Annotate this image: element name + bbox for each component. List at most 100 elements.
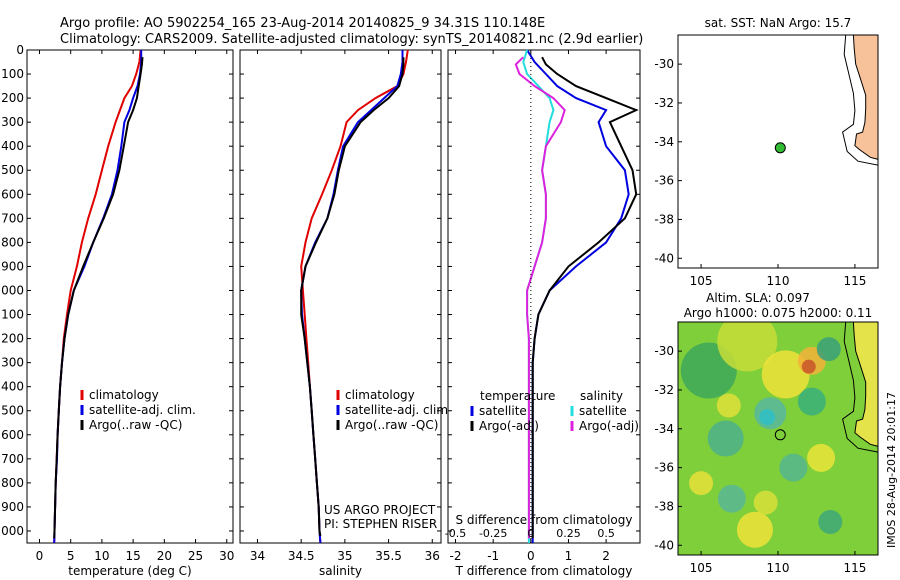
temperature-xtick-label: 0	[36, 549, 44, 563]
temperature-xtick-label: 10	[94, 549, 109, 563]
depth-tick-label: 900	[1, 259, 24, 273]
sla-field-blob	[707, 420, 744, 457]
temperature-frame	[26, 49, 234, 544]
salinity-xtick-label: 35	[337, 549, 352, 563]
difference-series-line	[531, 56, 639, 539]
difference-xtick-label: -1	[487, 549, 499, 563]
temperature-xtick-label: 5	[67, 549, 75, 563]
temperature-legend-label: Argo(..raw -QC)	[89, 418, 182, 432]
difference-legend-label: Argo(-adj)	[579, 419, 639, 433]
temperature-xtick-label: 20	[157, 549, 172, 563]
sla-map-content	[678, 322, 878, 555]
salinity-xlabel: salinity	[319, 564, 362, 578]
difference-legend-label: satellite	[479, 404, 527, 418]
depth-tick-label: 1900	[0, 500, 24, 514]
sla-field-blob	[753, 490, 778, 515]
difference-top-xlabel: S difference from climatology	[456, 513, 633, 527]
depth-tick-label: 1000	[0, 283, 24, 297]
temperature-series-line	[53, 57, 144, 539]
sla-field-blob	[816, 337, 841, 362]
argo-position-marker	[774, 142, 786, 154]
sla-field-blob	[761, 350, 810, 399]
salinity-legend-label: climatology	[345, 388, 415, 402]
sla-field-blob	[801, 359, 816, 374]
difference-xtick-label: 2	[602, 549, 610, 563]
salinity-xtick-label: 35.5	[375, 549, 402, 563]
sst-map-ytick-label: -40	[654, 251, 674, 265]
difference-legend-header-temperature: temperature	[480, 389, 555, 403]
temperature-xtick-label: 30	[219, 549, 234, 563]
sla-map-ytick-label: -34	[654, 422, 674, 436]
depth-tick-label: 100	[1, 67, 24, 81]
sla-field-blob	[797, 387, 826, 416]
sla-title-line1: Altim. SLA: 0.097	[706, 291, 810, 305]
depth-tick-label: 1100	[0, 308, 24, 322]
difference-frame	[447, 49, 641, 544]
sst-map-ytick-label: -38	[654, 212, 674, 226]
depth-tick-label: 700	[1, 211, 24, 225]
sla-field-blob	[717, 322, 778, 372]
argo-position-marker	[774, 429, 786, 441]
sst-map-panel: -30 -32 -34 -36 -38 -40 105 110 115 sat. SST: NaN…	[654, 16, 879, 288]
difference-legend-label: satellite	[579, 404, 627, 418]
salinity-annotation: PI: STEPHEN RISER	[324, 517, 437, 531]
sla-map-ytick-label: -32	[654, 383, 674, 397]
salinity-frame	[239, 49, 442, 544]
sst-title: sat. SST: NaN Argo: 15.7	[705, 16, 852, 30]
difference-legend-label: Argo(-adj)	[479, 419, 539, 433]
difference-s-tick-label: -0.25	[479, 527, 507, 540]
depth-tick-label: 1500	[0, 404, 24, 418]
temperature-xtick-label: 15	[125, 549, 140, 563]
sla-field-blob	[689, 471, 714, 496]
sla-map-ytick-label: -38	[654, 499, 674, 513]
difference-s-tick-label: -0.5	[445, 527, 466, 540]
sla-field-blob	[779, 453, 808, 482]
sla-field-blob	[759, 409, 776, 426]
sst-map-shelf-contour	[842, 35, 878, 166]
sla-map-panel: -30 -32 -34 -36 -38 -40 105 110 115 Altim. SLA: 0…	[654, 291, 898, 575]
difference-xtick-label: -2	[450, 549, 462, 563]
salinity-xtick-label: 34	[250, 549, 265, 563]
sst-map-xtick-label: 115	[843, 274, 866, 288]
depth-tick-label: 1700	[0, 452, 24, 466]
depth-tick-label: 1300	[0, 356, 24, 370]
difference-xtick-label: 1	[565, 549, 573, 563]
depth-tick-label: 1200	[0, 332, 24, 346]
difference-panel: -2 -1 0 1 2T difference from climatology -0.5…	[445, 49, 641, 578]
difference-series-line	[514, 56, 566, 539]
sla-map-shelf-contour	[842, 322, 878, 453]
sla-field-blob	[807, 443, 836, 472]
difference-xlabel: T difference from climatology	[455, 564, 633, 578]
sla-map-xtick-label: 110	[767, 561, 790, 575]
depth-tick-label: 2000	[0, 524, 24, 538]
header-line1: Argo profile: AO 5902254_165 23-Aug-2014…	[60, 16, 545, 31]
temperature-legend-label: satellite-adj. clim.	[89, 403, 196, 417]
salinity-panel: 34 34.5 35 35.5 36 salinity climatologysatelli…	[239, 49, 452, 578]
temperature-xtick-label: 25	[188, 549, 203, 563]
sst-map-ytick-label: -36	[654, 174, 674, 188]
salinity-legend-label: Argo(..raw -QC)	[345, 418, 438, 432]
sla-title-line2: Argo h1000: 0.075 h2000: 0.11	[684, 306, 873, 320]
depth-tick-label: 200	[1, 91, 24, 105]
salinity-legend-label: satellite-adj. clim.	[345, 403, 452, 417]
depth-tick-label: 0	[16, 43, 24, 57]
sla-field-blob	[736, 511, 773, 548]
sst-map-xtick-label: 110	[767, 274, 790, 288]
sst-map-ytick-label: -30	[654, 57, 674, 71]
temperature-xlabel: temperature (deg C)	[68, 564, 191, 578]
depth-tick-label: 1400	[0, 380, 24, 394]
header-line2: Climatology: CARS2009. Satellite-adjuste…	[60, 32, 643, 47]
sst-land	[852, 35, 878, 160]
sla-field-blob	[716, 393, 741, 418]
sst-map-ytick-label: -34	[654, 135, 674, 149]
sla-map-ytick-label: -40	[654, 538, 674, 552]
sst-map-ytick-label: -32	[654, 96, 674, 110]
difference-xtick-label: 0	[527, 549, 535, 563]
salinity-series-line	[300, 57, 405, 536]
difference-s-tick-label: 0	[527, 527, 534, 540]
sla-coastline	[852, 322, 878, 447]
sla-map-xtick-label: 115	[843, 561, 866, 575]
salinity-xtick-label: 34.5	[288, 549, 315, 563]
depth-tick-label: 1600	[0, 428, 24, 442]
